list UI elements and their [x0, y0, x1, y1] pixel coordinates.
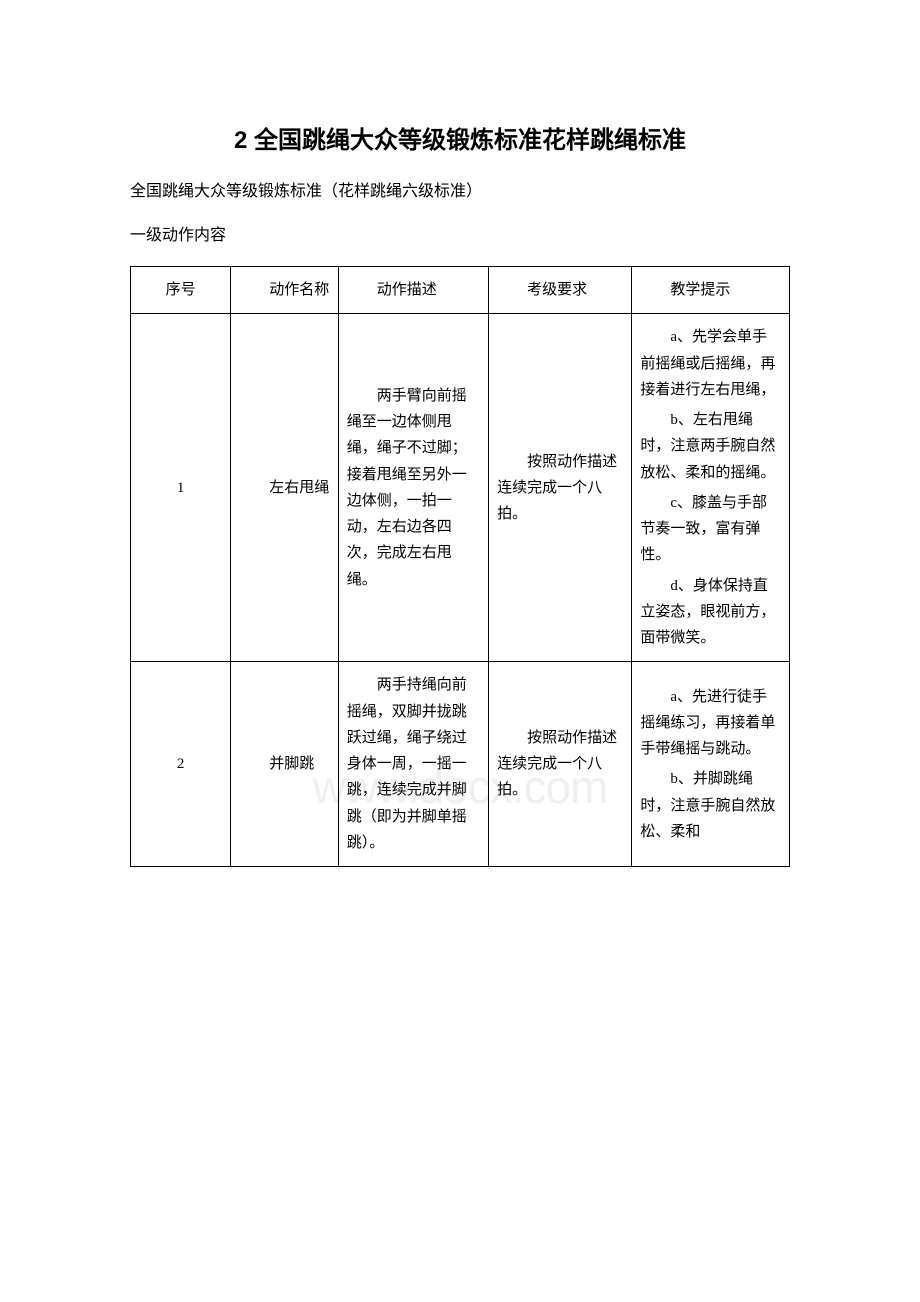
cell-req: 按照动作描述连续完成一个八拍。	[489, 314, 632, 662]
cell-desc: 两手臂向前摇绳至一边体侧甩绳，绳子不过脚；接着甩绳至另外一边体侧，一拍一动，左右…	[338, 314, 488, 662]
cell-desc: 两手持绳向前摇绳，双脚并拢跳跃过绳，绳子绕过身体一周，一摇一跳，连续完成并脚跳（…	[338, 662, 488, 867]
cell-tips: a、先学会单手前摇绳或后摇绳，再接着进行左右甩绳， b、左右甩绳时，注意两手腕自…	[632, 314, 790, 662]
cell-name: 并脚跳	[231, 662, 338, 867]
header-name: 动作名称	[231, 267, 338, 314]
cell-seq: 2	[131, 662, 231, 867]
cell-req: 按照动作描述连续完成一个八拍。	[489, 662, 632, 867]
table-row: 1 左右甩绳 两手臂向前摇绳至一边体侧甩绳，绳子不过脚；接着甩绳至另外一边体侧，…	[131, 314, 790, 662]
cell-tips: a、先进行徒手摇绳练习，再接着单手带绳摇与跳动。 b、并脚跳绳时，注意手腕自然放…	[632, 662, 790, 867]
cell-name: 左右甩绳	[231, 314, 338, 662]
section-label: 一级动作内容	[130, 223, 790, 249]
cell-seq: 1	[131, 314, 231, 662]
document-title: 2 全国跳绳大众等级锻炼标准花样跳绳标准	[130, 120, 790, 155]
header-desc: 动作描述	[338, 267, 488, 314]
header-req: 考级要求	[489, 267, 632, 314]
document-subtitle: 全国跳绳大众等级锻炼标准（花样跳绳六级标准）	[130, 179, 790, 205]
standards-table: 序号 动作名称 动作描述 考级要求 教学提示 1 左右甩绳 两手臂向前摇绳至一边…	[130, 266, 790, 867]
table-header-row: 序号 动作名称 动作描述 考级要求 教学提示	[131, 267, 790, 314]
table-row: 2 并脚跳 两手持绳向前摇绳，双脚并拢跳跃过绳，绳子绕过身体一周，一摇一跳，连续…	[131, 662, 790, 867]
header-tips: 教学提示	[632, 267, 790, 314]
header-seq: 序号	[131, 267, 231, 314]
page-container: www.docx.com 2 全国跳绳大众等级锻炼标准花样跳绳标准 全国跳绳大众…	[130, 120, 790, 867]
